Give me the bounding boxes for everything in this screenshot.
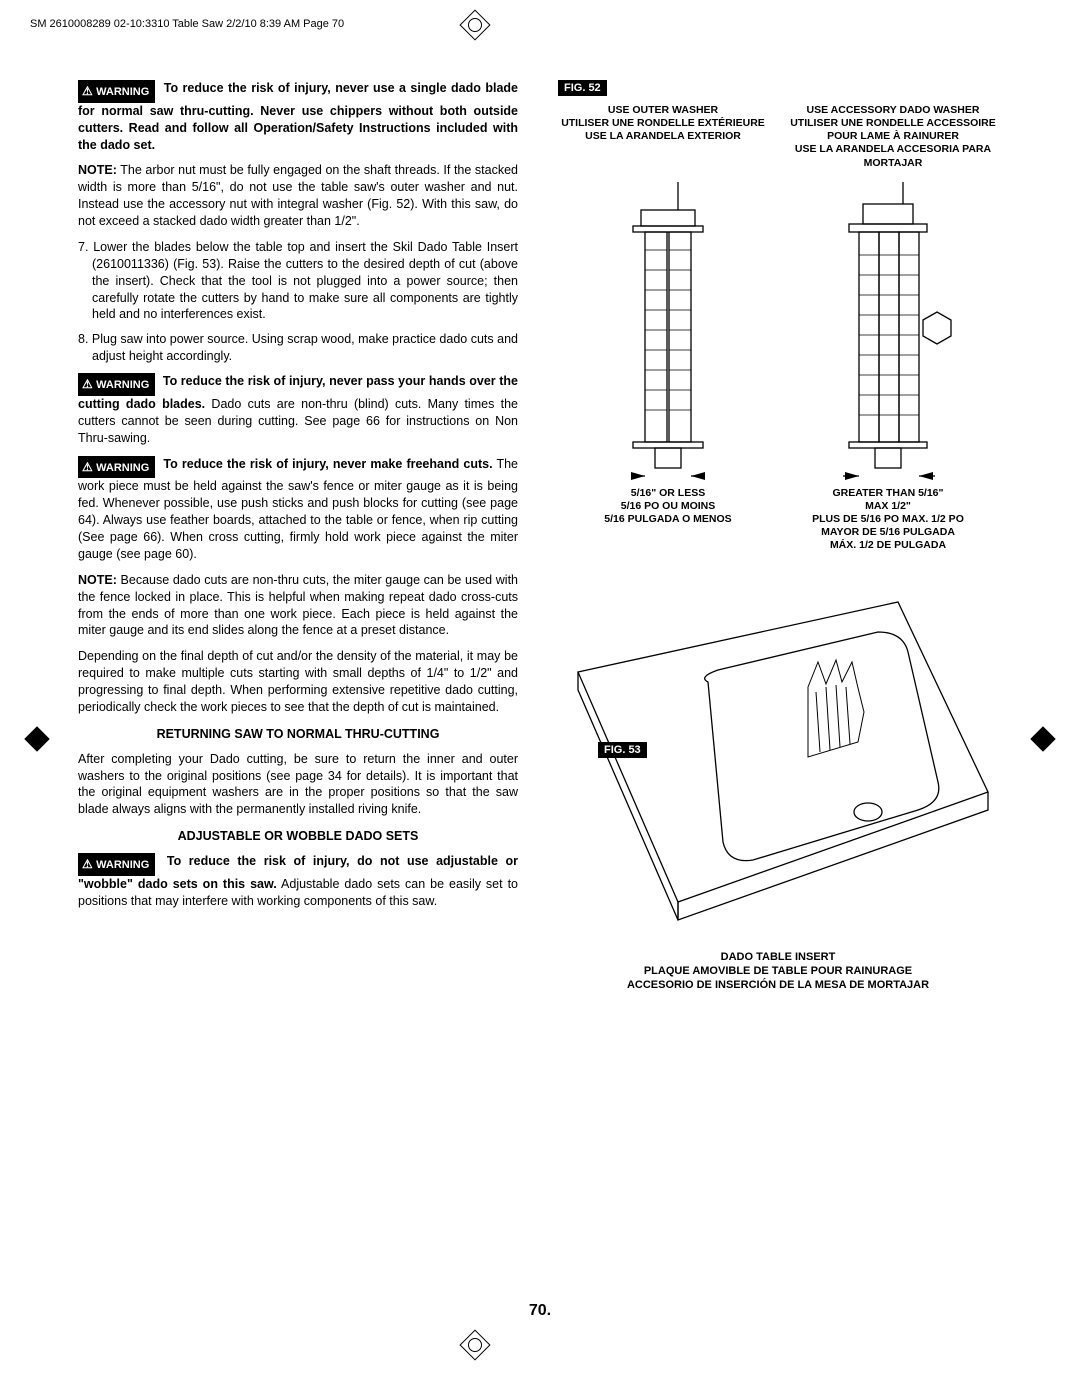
para-returning: After completing your Dado cutting, be s…: [78, 751, 518, 819]
page-content: WARNING To reduce the risk of injury, ne…: [78, 80, 998, 1012]
arbor-diagram: 5/16" OR LESS 5/16 PO OU MOINS 5/16 PULG…: [558, 180, 998, 553]
arbor-left: 5/16" OR LESS 5/16 PO OU MOINS 5/16 PULG…: [573, 180, 763, 553]
warning-badge: WARNING: [78, 853, 155, 876]
fig53-area: FIG. 53 DADO TABLE INSERT PLAQUE AMOVIBL…: [558, 592, 998, 1012]
warning-2: WARNING To reduce the risk of injury, ne…: [78, 373, 518, 446]
registration-mark-top: [460, 10, 490, 40]
note-label: NOTE:: [78, 573, 117, 587]
fig-52-label: FIG. 52: [558, 80, 607, 96]
warning-badge: WARNING: [78, 373, 155, 396]
heading-returning: RETURNING SAW TO NORMAL THRU-CUTTING: [78, 726, 518, 743]
warning-3: WARNING To reduce the risk of injury, ne…: [78, 456, 518, 563]
note-2-text: Because dado cuts are non-thru cuts, the…: [78, 573, 518, 638]
registration-mark-bottom: [460, 1330, 490, 1360]
para-final-depth: Depending on the final depth of cut and/…: [78, 648, 518, 716]
right-column: FIG. 52 USE OUTER WASHER UTILISER UNE RO…: [558, 80, 998, 1012]
page-header-line: SM 2610008289 02-10:3310 Table Saw 2/2/1…: [30, 18, 344, 30]
fig52-right-label: USE ACCESSORY DADO WASHER UTILISER UNE R…: [788, 104, 998, 170]
arbor-right: GREATER THAN 5/16" MAX 1/2" PLUS DE 5/16…: [793, 180, 983, 553]
warning-badge: WARNING: [78, 80, 155, 103]
left-column: WARNING To reduce the risk of injury, ne…: [78, 80, 518, 1012]
note-1: NOTE: The arbor nut must be fully engage…: [78, 162, 518, 230]
note-1-text: The arbor nut must be fully engaged on t…: [78, 163, 518, 228]
note-2: NOTE: Because dado cuts are non-thru cut…: [78, 572, 518, 640]
fig52-top-labels: USE OUTER WASHER UTILISER UNE RONDELLE E…: [558, 104, 998, 170]
warning-4: WARNING To reduce the risk of injury, do…: [78, 853, 518, 910]
arbor-left-caption: 5/16" OR LESS 5/16 PO OU MOINS 5/16 PULG…: [573, 487, 763, 526]
fig53-svg: [558, 592, 998, 942]
arbor-right-svg: [793, 180, 983, 480]
fig52-left-label: USE OUTER WASHER UTILISER UNE RONDELLE E…: [558, 104, 768, 170]
arbor-left-svg: [573, 180, 763, 480]
warning-3-bold: To reduce the risk of injury, never make…: [163, 457, 492, 471]
note-label: NOTE:: [78, 163, 117, 177]
page-number: 70.: [0, 1302, 1080, 1320]
heading-adjustable: ADJUSTABLE OR WOBBLE DADO SETS: [78, 828, 518, 845]
warning-1: WARNING To reduce the risk of injury, ne…: [78, 80, 518, 153]
list-item-8: 8. Plug saw into power source. Using scr…: [78, 331, 518, 365]
warning-badge: WARNING: [78, 456, 155, 479]
fig-53-label: FIG. 53: [598, 742, 647, 758]
fig53-caption: DADO TABLE INSERT PLAQUE AMOVIBLE DE TAB…: [558, 951, 998, 992]
arbor-right-caption: GREATER THAN 5/16" MAX 1/2" PLUS DE 5/16…: [793, 487, 983, 553]
list-item-7: 7. Lower the blades below the table top …: [78, 239, 518, 323]
